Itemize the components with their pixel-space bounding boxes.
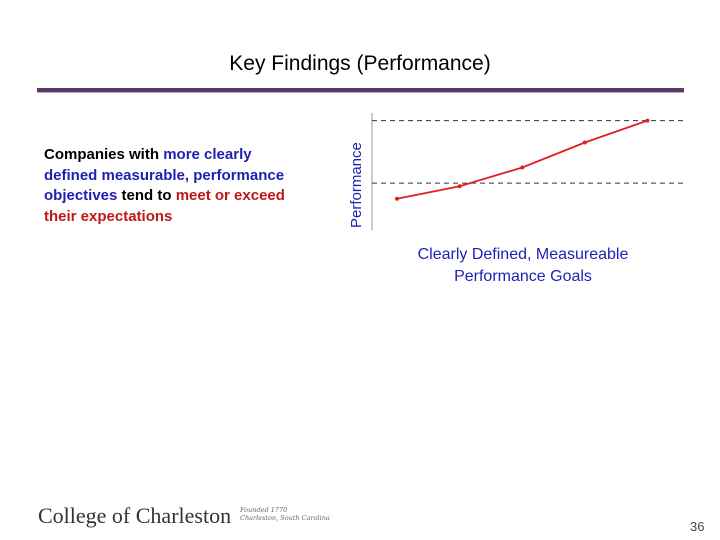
- y-axis-label: Performance: [348, 142, 365, 228]
- finding-text-part-3: tend to: [117, 187, 176, 204]
- college-logo-seal: Founded 1770 Charleston, South Carolina: [240, 506, 330, 522]
- title-divider-shadow: [37, 92, 684, 93]
- performance-chart: Performance: [348, 113, 685, 230]
- finding-highlight-objectives: more clearly defined measurable, perform…: [44, 146, 285, 204]
- x-axis-label-line-1: Clearly Defined, Measureable: [417, 246, 629, 263]
- finding-text-part-1: Companies with: [44, 146, 164, 163]
- x-axis-label-line-2: Performance Goals: [454, 268, 592, 285]
- page-number: 36: [690, 519, 705, 534]
- data-point: [457, 184, 462, 189]
- title-divider: [37, 88, 684, 92]
- key-finding-text: Companies with more clearly defined meas…: [44, 145, 304, 227]
- x-axis-label: Clearly Defined, Measureable Performance…: [378, 244, 668, 288]
- data-point: [395, 196, 400, 201]
- finding-highlight-expectations: meet or exceed their expectations: [44, 187, 285, 225]
- logo-founded-text: Founded 1770: [240, 506, 288, 514]
- trend-line: [396, 119, 648, 200]
- slide-title: Key Findings (Performance): [229, 52, 491, 75]
- data-point: [645, 118, 650, 123]
- data-point: [520, 165, 525, 170]
- logo-location-text: Charleston, South Carolina: [240, 514, 330, 522]
- college-logo-text: College of Charleston: [38, 503, 232, 528]
- data-point: [582, 140, 587, 145]
